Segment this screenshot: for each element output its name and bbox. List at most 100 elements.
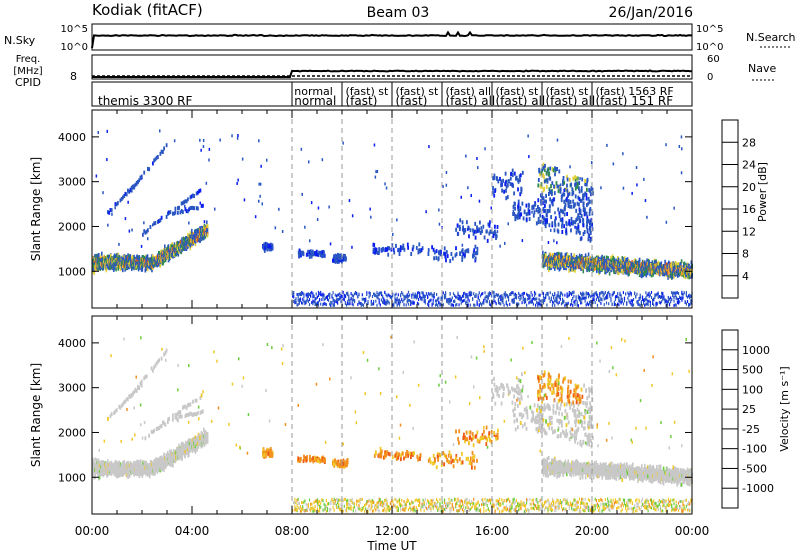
heatmap-cell xyxy=(582,193,584,198)
heatmap-cell xyxy=(579,230,581,235)
heatmap-cell xyxy=(339,256,342,261)
heatmap-cell xyxy=(113,265,116,270)
heatmap-cell xyxy=(675,303,677,307)
heatmap-cell xyxy=(576,216,579,221)
heatmap-cell xyxy=(588,211,591,216)
heatmap-cell xyxy=(343,298,345,302)
heatmap-cell xyxy=(574,175,576,180)
heatmap-cell xyxy=(474,235,477,240)
heatmap-cell xyxy=(429,299,431,303)
heatmap-cell xyxy=(542,298,545,302)
heatmap-cell xyxy=(293,300,295,303)
heatmap-cell xyxy=(618,296,620,300)
heatmap-cell xyxy=(506,303,509,307)
heatmap-cell xyxy=(595,291,597,295)
heatmap-cell xyxy=(379,291,381,295)
heatmap-cell xyxy=(508,295,510,299)
heatmap-cell xyxy=(530,291,532,294)
heatmap-cell xyxy=(172,211,174,216)
heatmap-cell xyxy=(650,273,653,278)
heatmap-cell xyxy=(454,253,457,258)
heatmap-cell xyxy=(467,304,469,307)
heatmap-cell xyxy=(563,224,565,229)
heatmap-cell xyxy=(614,295,617,299)
heatmap-cell xyxy=(461,254,464,259)
heatmap-cell xyxy=(582,297,584,300)
heatmap-cell xyxy=(370,302,372,306)
heatmap-cell xyxy=(600,291,602,295)
heatmap-cell xyxy=(100,265,102,270)
nsky-frame xyxy=(91,23,693,51)
heatmap-cell xyxy=(338,258,341,263)
heatmap-cell xyxy=(346,303,348,307)
heatmap-cell xyxy=(494,189,496,193)
heatmap-cell xyxy=(537,183,540,188)
heatmap-cell xyxy=(301,301,303,305)
heatmap-cell xyxy=(681,271,684,276)
heatmap-cell xyxy=(583,212,586,217)
freq-strip: Freq. [MHz] CPID 8 60 0 Nave xyxy=(13,54,776,89)
heatmap-cell xyxy=(500,302,502,306)
heatmap-cell xyxy=(586,215,589,220)
heatmap-cell xyxy=(617,292,619,295)
heatmap-cell xyxy=(377,293,379,297)
heatmap-cell xyxy=(114,202,117,207)
heatmap-cell xyxy=(531,300,533,304)
heatmap-cell xyxy=(308,303,311,306)
heatmap-cell xyxy=(300,251,303,256)
heatmap-cell xyxy=(469,303,471,307)
heatmap-cell xyxy=(559,294,561,298)
heatmap-cell xyxy=(512,291,514,295)
heatmap-cell xyxy=(578,207,581,212)
heatmap-cell xyxy=(576,201,579,206)
heatmap-cell xyxy=(418,298,420,301)
heatmap-cell xyxy=(412,244,415,249)
heatmap-cell xyxy=(334,253,337,258)
heatmap-cell xyxy=(464,228,467,233)
heatmap-cell xyxy=(478,303,480,307)
heatmap-cell xyxy=(577,213,580,218)
heatmap-cell xyxy=(577,294,579,298)
heatmap-cell xyxy=(199,188,202,193)
heatmap-cell xyxy=(451,296,453,300)
heatmap-cell xyxy=(564,293,566,297)
heatmap-cell xyxy=(425,292,428,296)
heatmap-cell xyxy=(690,260,693,265)
heatmap-cell xyxy=(303,295,305,299)
heatmap-cell xyxy=(639,293,641,297)
heatmap-cell xyxy=(513,293,515,297)
heatmap-cell xyxy=(322,295,324,299)
heatmap-cell xyxy=(492,234,495,238)
heatmap-cell xyxy=(372,249,375,254)
heatmap-cell xyxy=(557,292,559,296)
heatmap-cell xyxy=(435,255,438,260)
heatmap-cell xyxy=(578,181,581,186)
heatmap-cell xyxy=(382,247,384,252)
heatmap-cell xyxy=(329,295,331,299)
heatmap-cell xyxy=(514,216,517,221)
heatmap-cell xyxy=(572,176,575,181)
heatmap-cell xyxy=(180,250,183,255)
heatmap-cell xyxy=(556,252,558,256)
heatmap-cell xyxy=(308,293,311,297)
heatmap-cell xyxy=(445,250,448,255)
heatmap-cell xyxy=(537,198,540,203)
heatmap-cell xyxy=(197,190,199,195)
heatmap-cell xyxy=(579,237,582,242)
heatmap-cell xyxy=(450,298,452,302)
heatmap-cell xyxy=(472,297,474,301)
heatmap-cell xyxy=(173,243,176,248)
heatmap-cell xyxy=(361,293,363,297)
heatmap-cell xyxy=(672,291,674,295)
heatmap-cell xyxy=(503,189,505,194)
heatmap-cell xyxy=(574,268,576,273)
heatmap-cell xyxy=(483,298,485,302)
heatmap-cell xyxy=(582,223,585,228)
heatmap-cell xyxy=(199,239,201,244)
heatmap-cell xyxy=(413,301,415,305)
heatmap-cell xyxy=(317,300,320,304)
heatmap-cell xyxy=(129,254,132,259)
heatmap-cell xyxy=(535,297,537,301)
heatmap-cell xyxy=(358,292,360,296)
heatmap-cell xyxy=(153,260,156,265)
